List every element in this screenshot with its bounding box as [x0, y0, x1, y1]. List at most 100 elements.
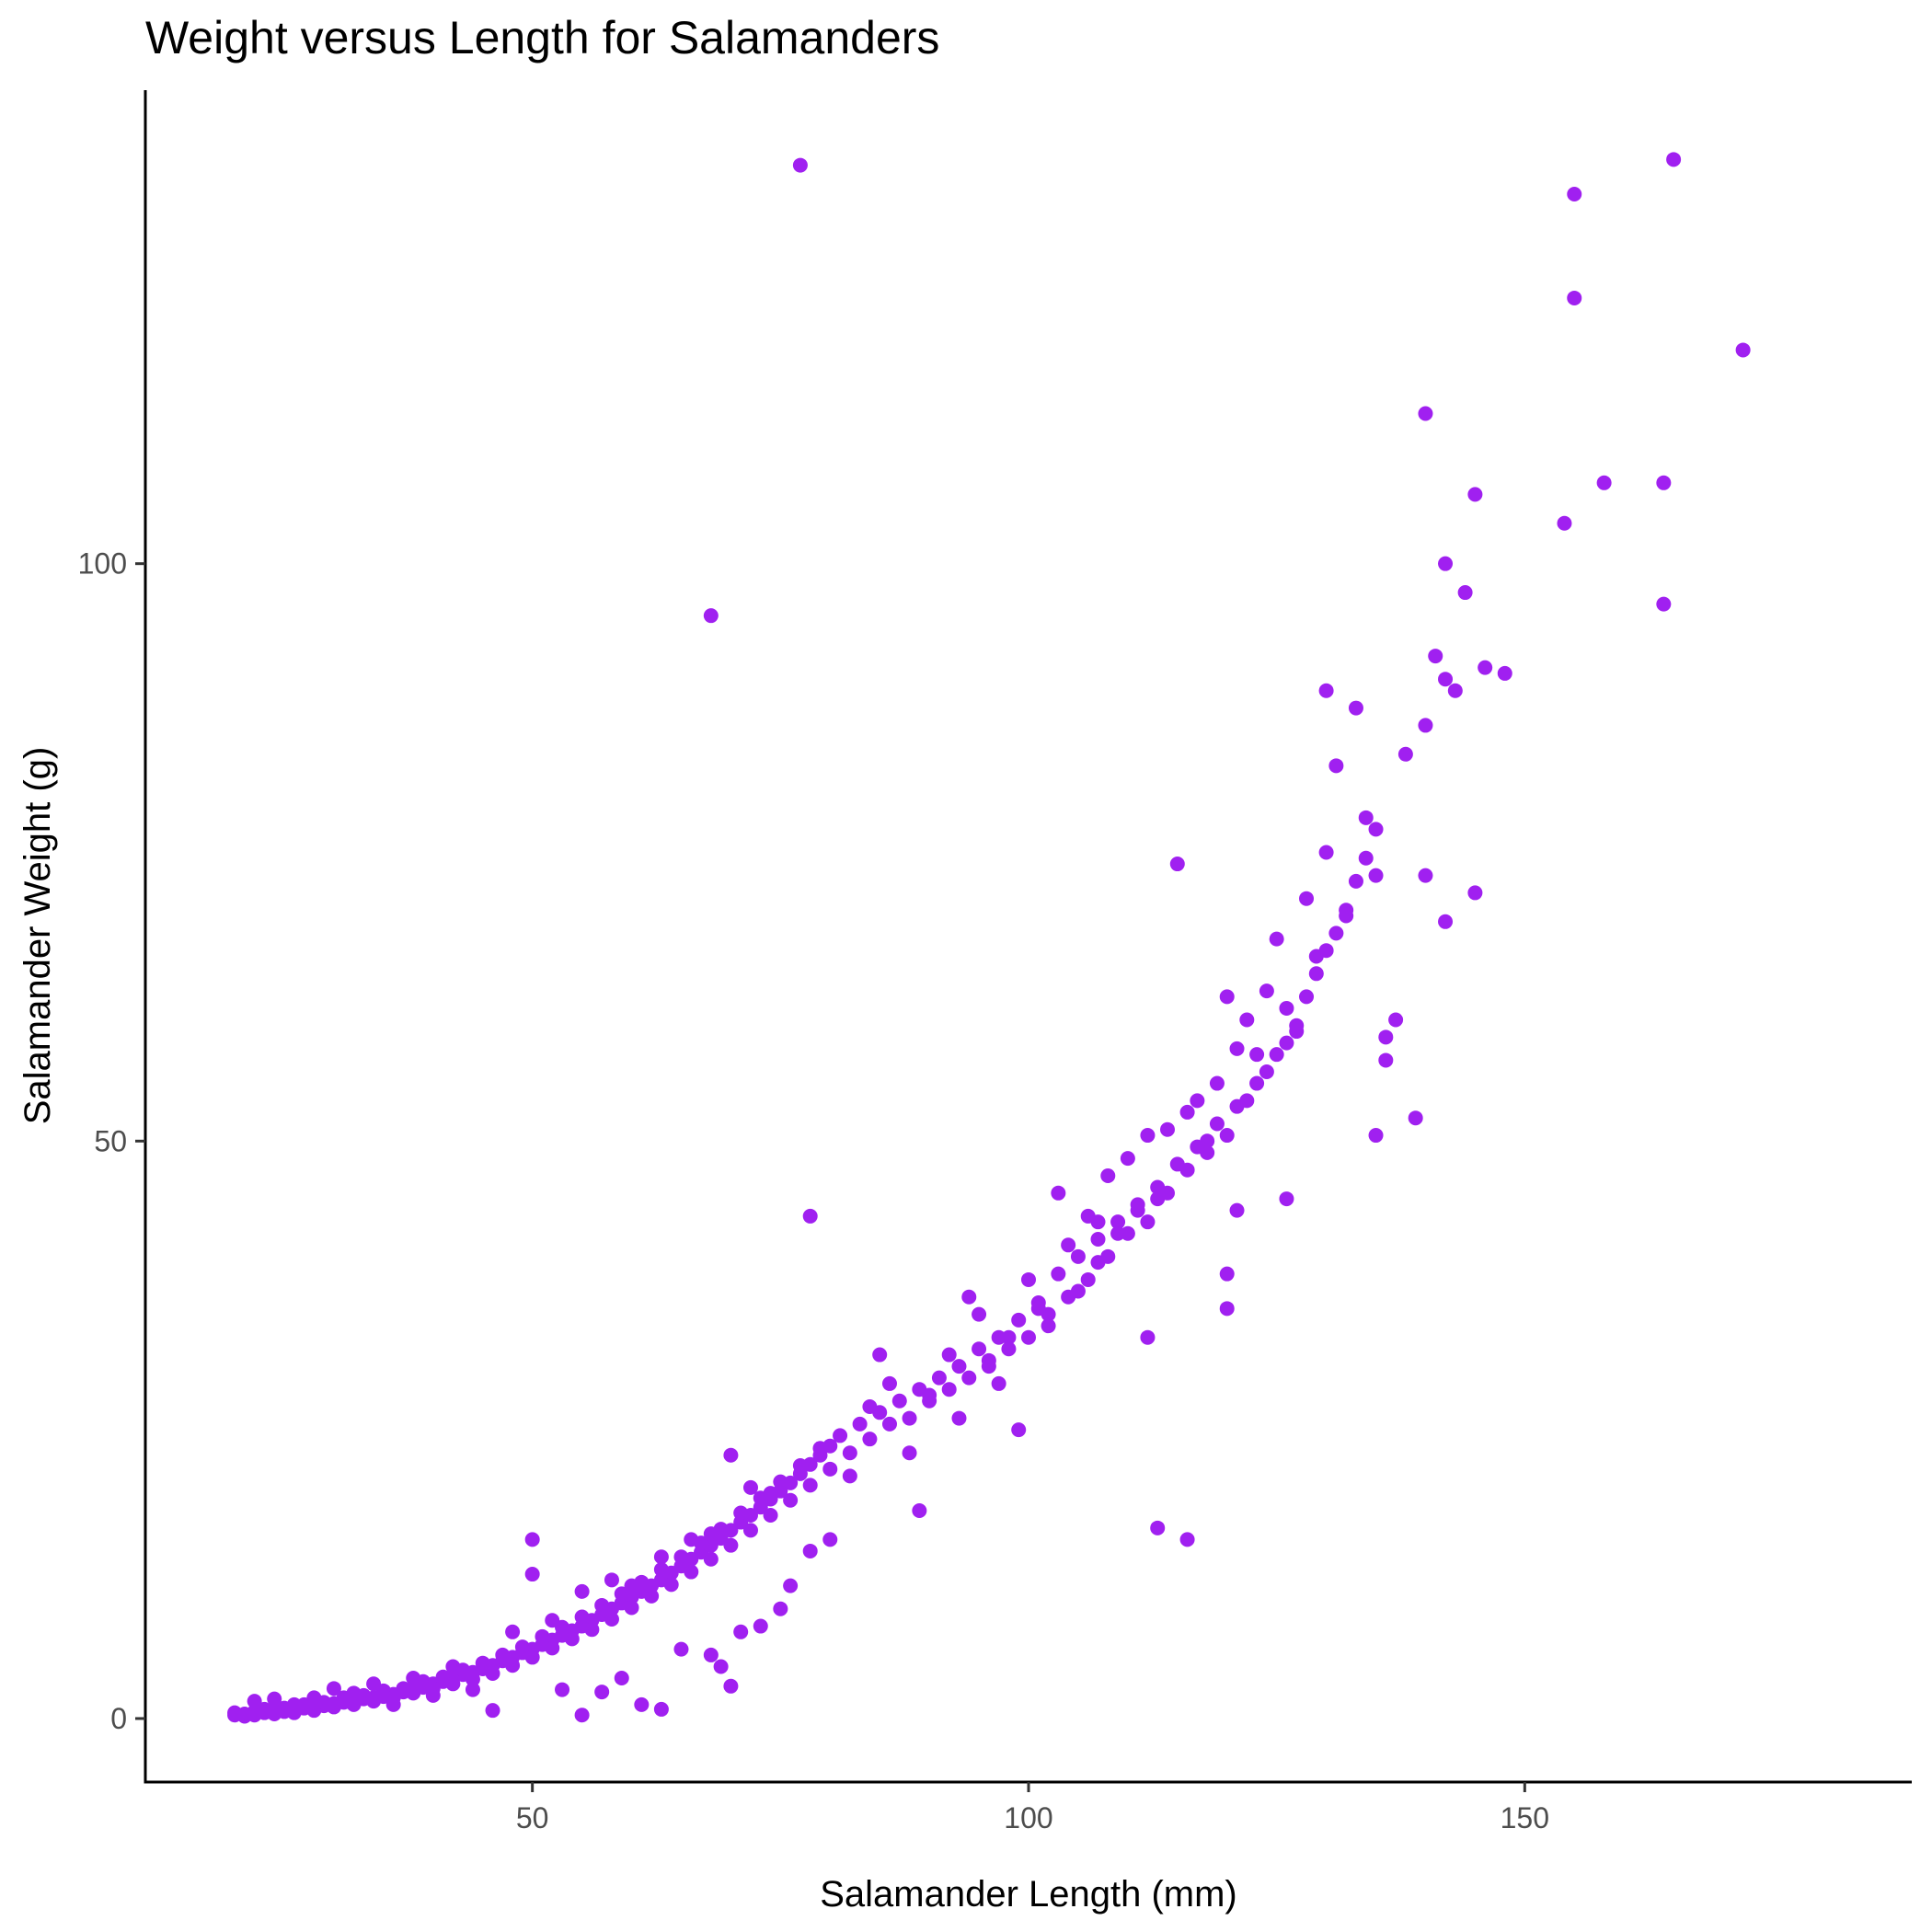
scatter-point	[1418, 868, 1433, 883]
scatter-point	[1318, 683, 1334, 698]
scatter-point	[1249, 1075, 1265, 1091]
scatter-point	[1051, 1185, 1066, 1201]
scatter-point	[753, 1618, 768, 1634]
scatter-point	[505, 1624, 521, 1639]
scatter-point	[1219, 1301, 1235, 1317]
scatter-point	[733, 1624, 749, 1639]
scatter-point	[812, 1441, 828, 1456]
scatter-point	[406, 1685, 421, 1701]
scatter-point	[465, 1682, 480, 1697]
y-tick-label: 100	[78, 547, 127, 581]
scatter-point	[742, 1479, 758, 1495]
scatter-point	[1328, 758, 1344, 774]
scatter-point	[822, 1461, 838, 1477]
scatter-point	[1656, 596, 1672, 612]
scatter-point	[1249, 1047, 1265, 1063]
scatter-point	[524, 1650, 540, 1665]
scatter-point	[723, 1678, 739, 1694]
scatter-point	[972, 1306, 987, 1322]
scatter-point	[941, 1347, 957, 1363]
scatter-point	[1120, 1225, 1135, 1241]
scatter-point	[723, 1447, 739, 1463]
scatter-point	[1179, 1532, 1195, 1547]
scatter-point	[1467, 885, 1483, 901]
scatter-point	[326, 1699, 341, 1715]
scatter-point	[902, 1445, 917, 1461]
scatter-point	[1021, 1271, 1036, 1287]
scatter-point	[1100, 1248, 1116, 1264]
scatter-point	[1567, 290, 1582, 305]
scatter-point	[1457, 585, 1473, 601]
scatter-point	[941, 1382, 957, 1397]
scatter-point	[1567, 186, 1582, 201]
scatter-point	[703, 608, 719, 624]
scatter-point	[1179, 1104, 1195, 1120]
scatter-point	[286, 1705, 302, 1720]
scatter-point	[922, 1393, 937, 1409]
scatter-point	[1011, 1422, 1027, 1438]
x-axis-ticks: 50 100 150	[516, 1782, 1549, 1834]
scatter-points	[227, 152, 1751, 1724]
scatter-point	[694, 1535, 709, 1551]
scatter-point	[1318, 943, 1334, 959]
scatter-point	[713, 1522, 729, 1537]
scatter-point	[1368, 1128, 1384, 1144]
scatter-point	[306, 1703, 322, 1719]
scatter-point	[733, 1505, 749, 1521]
scatter-point	[1735, 342, 1751, 358]
chart-title: Weight versus Length for Salamanders	[145, 12, 939, 63]
x-axis-title: Salamander Length (mm)	[820, 1874, 1237, 1915]
scatter-point	[584, 1622, 600, 1638]
scatter-point	[1209, 1116, 1225, 1132]
scatter-point	[495, 1647, 511, 1662]
scatter-point	[574, 1609, 590, 1625]
scatter-point	[634, 1696, 650, 1712]
scatter-point	[574, 1583, 590, 1599]
scatter-point	[1239, 1093, 1255, 1109]
scatter-point	[673, 1549, 689, 1565]
scatter-point	[852, 1416, 868, 1432]
scatter-point	[1299, 891, 1315, 906]
scatter-point	[1239, 1012, 1255, 1028]
scatter-point	[1259, 1064, 1274, 1079]
scatter-point	[1438, 672, 1454, 687]
scatter-point	[485, 1666, 500, 1681]
x-tick-label: 100	[1004, 1801, 1052, 1834]
scatter-point	[1348, 873, 1363, 889]
scatter-point	[1438, 914, 1454, 929]
scatter-point	[773, 1601, 788, 1616]
scatter-point	[385, 1690, 401, 1706]
scatter-point	[624, 1600, 639, 1616]
scatter-point	[1259, 983, 1274, 999]
scatter-point	[644, 1588, 660, 1604]
scatter-point	[1428, 649, 1443, 664]
scatter-point	[742, 1523, 758, 1538]
scatter-point	[802, 1543, 818, 1558]
scatter-point	[594, 1597, 610, 1613]
scatter-point	[1397, 746, 1413, 762]
y-tick-label: 0	[110, 1702, 127, 1735]
scatter-point	[1090, 1232, 1106, 1248]
scatter-point	[961, 1370, 977, 1386]
scatter-point	[891, 1393, 907, 1409]
scatter-point	[1596, 475, 1612, 490]
scatter-point	[555, 1619, 570, 1635]
scatter-point	[991, 1329, 1006, 1345]
scatter-point	[1279, 1000, 1294, 1016]
scatter-point	[723, 1537, 739, 1553]
scatter-point	[445, 1676, 461, 1692]
scatter-point	[594, 1685, 610, 1700]
scatter-point	[1001, 1341, 1017, 1357]
scatter-point	[753, 1490, 768, 1506]
scatter-point	[783, 1578, 799, 1593]
scatter-point	[1150, 1520, 1166, 1535]
scatter-point	[634, 1574, 650, 1590]
scatter-point	[1467, 487, 1483, 502]
scatter-point	[653, 1562, 669, 1578]
scatter-point	[1229, 1202, 1245, 1218]
scatter-point	[524, 1567, 540, 1582]
scatter-point	[1070, 1248, 1086, 1264]
scatter-point	[961, 1289, 977, 1305]
scatter-point	[564, 1631, 580, 1647]
